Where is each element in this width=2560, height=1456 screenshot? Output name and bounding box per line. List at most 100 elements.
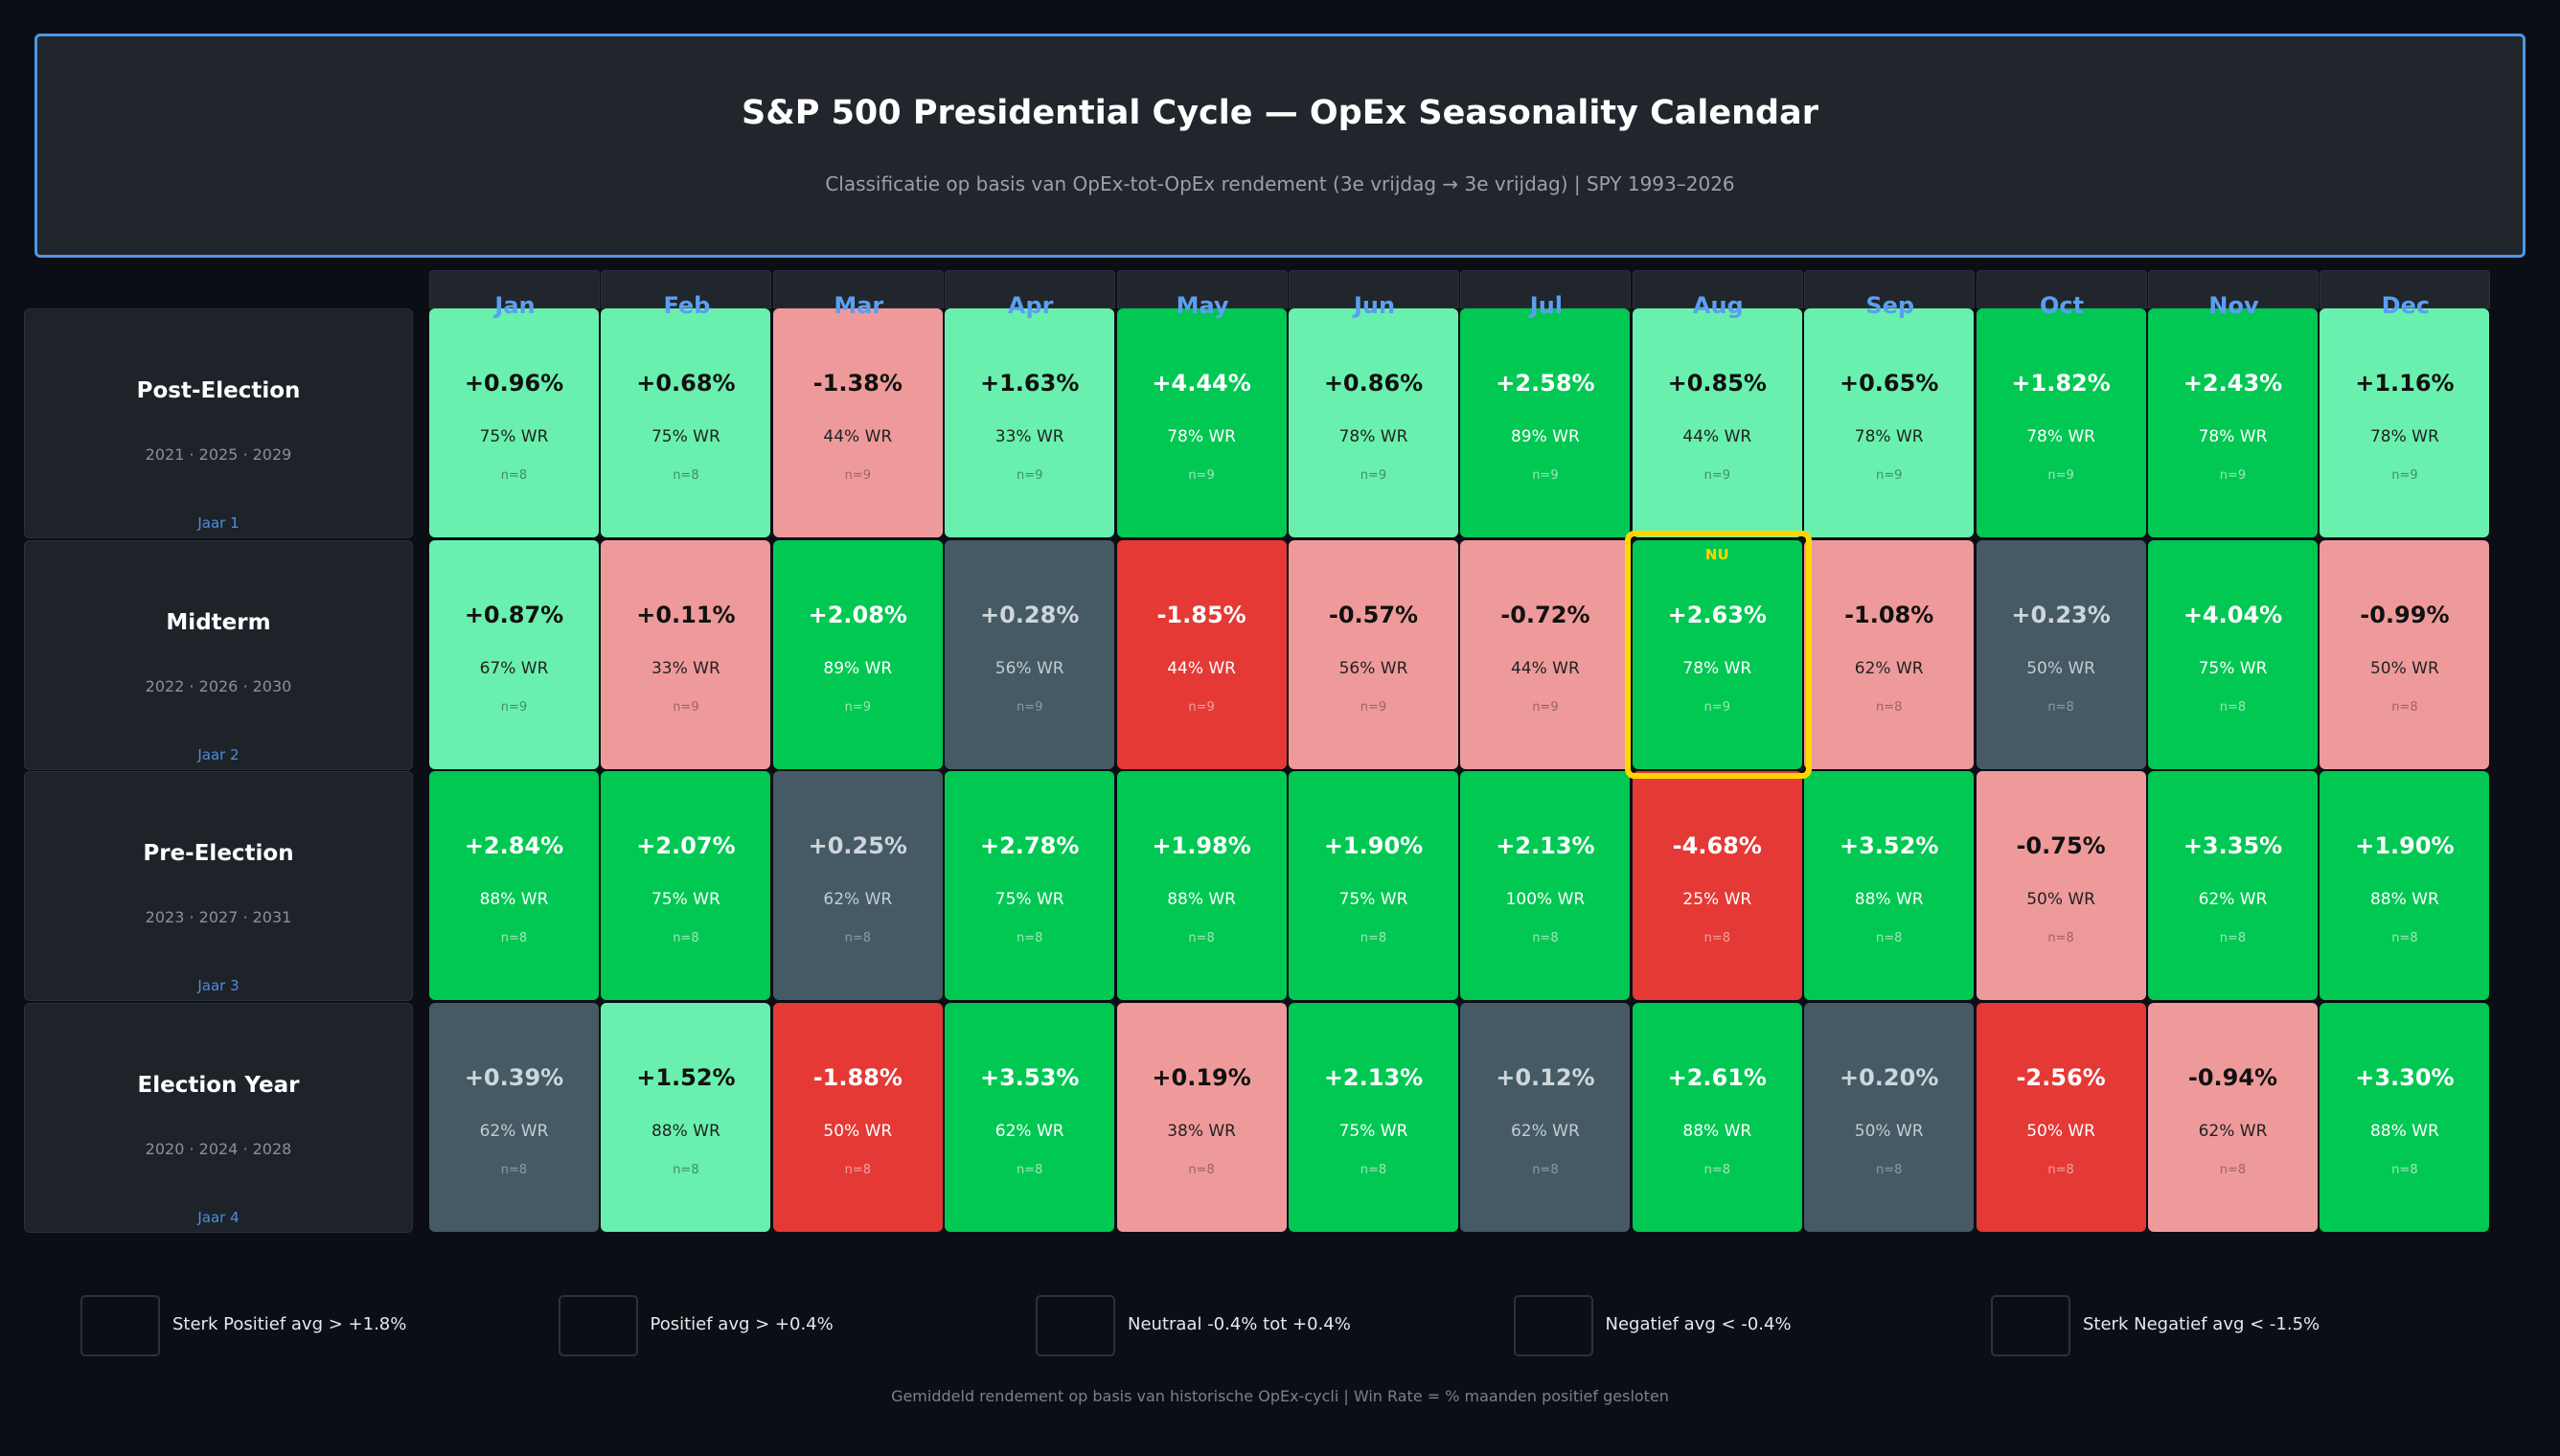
- heatmap-cell: -0.57% 56% WR n=9: [1289, 539, 1458, 769]
- heatmap-cell: +0.11% 33% WR n=9: [601, 539, 771, 769]
- cell-return: -0.72%: [1500, 601, 1590, 628]
- month-label-nov: Nov: [2208, 292, 2259, 319]
- month-label-jul: Jul: [1529, 292, 1564, 319]
- current-month-label: NU: [1704, 545, 1729, 563]
- row-label-3: Pre-Election 2023 · 2027 · 2031 Jaar 3: [24, 771, 413, 1002]
- cell-return: +0.86%: [1323, 370, 1424, 397]
- cell-return: +0.39%: [464, 1064, 564, 1092]
- cell-sample-size: n=8: [1188, 931, 1215, 946]
- cell-sample-size: n=9: [1360, 468, 1387, 483]
- cell-sample-size: n=8: [2391, 1163, 2418, 1178]
- cell-sample-size: n=8: [2047, 931, 2074, 946]
- cell-sample-size: n=9: [500, 699, 528, 715]
- heatmap-cell: +2.43% 78% WR n=9: [2148, 308, 2318, 537]
- cell-win-rate: 50% WR: [823, 1122, 893, 1142]
- month-label-apr: Apr: [1007, 292, 1054, 319]
- heatmap-cell: +2.58% 89% WR n=9: [1460, 308, 1631, 537]
- cell-return: +2.58%: [1496, 370, 1595, 397]
- month-label-dec: Dec: [2381, 292, 2431, 319]
- cell-win-rate: 78% WR: [2026, 427, 2095, 446]
- cell-sample-size: n=8: [1360, 1163, 1387, 1178]
- cell-sample-size: n=8: [500, 468, 528, 483]
- cell-sample-size: n=9: [1703, 699, 1730, 715]
- month-label-oct: Oct: [2040, 292, 2085, 319]
- row-years: 2021 · 2025 · 2029: [145, 445, 292, 464]
- heatmap-cell: +2.07% 75% WR n=8: [601, 771, 771, 1001]
- cell-return: +2.61%: [1667, 1064, 1767, 1092]
- heatmap-cell: +2.13% 100% WR n=8: [1460, 771, 1631, 1001]
- heatmap-cell: +1.90% 88% WR n=8: [2320, 771, 2490, 1001]
- cell-sample-size: n=8: [1703, 931, 1730, 946]
- cell-win-rate: 62% WR: [479, 1122, 549, 1142]
- legend-swatch: [558, 1295, 638, 1356]
- cell-return: -1.38%: [812, 370, 903, 397]
- heatmap-cell: -1.08% 62% WR n=8: [1804, 539, 1975, 769]
- month-header-bg-apr: [945, 270, 1116, 308]
- cell-return: +3.53%: [980, 1064, 1080, 1092]
- month-label-may: May: [1176, 292, 1229, 319]
- legend-swatch: [1513, 1295, 1593, 1356]
- cell-sample-size: n=8: [2047, 699, 2074, 715]
- cell-return: +1.90%: [1323, 832, 1424, 860]
- cell-return: +2.13%: [1496, 832, 1595, 860]
- cell-win-rate: 78% WR: [2198, 427, 2268, 446]
- heatmap-cell: -0.75% 50% WR n=8: [1976, 771, 2146, 1001]
- row-name: Post-Election: [136, 378, 301, 403]
- month-header-bg-nov: [2148, 270, 2319, 308]
- heatmap-cell: +0.23% 50% WR n=8: [1976, 539, 2146, 769]
- cell-win-rate: 44% WR: [823, 427, 893, 446]
- cell-sample-size: n=8: [673, 468, 699, 483]
- cell-return: -0.99%: [2360, 601, 2450, 628]
- cell-return: +2.08%: [808, 601, 907, 628]
- heatmap-cell: +4.44% 78% WR n=9: [1116, 308, 1287, 537]
- month-header-bg-jul: [1460, 270, 1632, 308]
- legend-swatch: [80, 1295, 160, 1356]
- month-header-bg-may: [1116, 270, 1288, 308]
- heatmap-cell: +2.78% 75% WR n=8: [945, 771, 1115, 1001]
- cell-return: +1.82%: [2011, 370, 2111, 397]
- cell-return: +2.78%: [980, 832, 1080, 860]
- cell-win-rate: 88% WR: [1854, 890, 1924, 910]
- legend-label: Negatief avg < -0.4%: [1605, 1314, 1792, 1334]
- cell-return: +0.85%: [1667, 370, 1767, 397]
- month-label-aug: Aug: [1692, 292, 1744, 319]
- cell-sample-size: n=8: [1188, 1163, 1215, 1178]
- cell-sample-size: n=8: [2391, 931, 2418, 946]
- cell-win-rate: 33% WR: [994, 427, 1064, 446]
- month-header-bg-sep: [1804, 270, 1976, 308]
- cell-win-rate: 75% WR: [994, 890, 1064, 910]
- cell-return: +0.20%: [1840, 1064, 1939, 1092]
- cell-win-rate: 88% WR: [1682, 1122, 1752, 1142]
- cell-win-rate: 78% WR: [1682, 658, 1752, 678]
- cell-return: +0.19%: [1152, 1064, 1251, 1092]
- heatmap-cell: -0.72% 44% WR n=9: [1460, 539, 1631, 769]
- cell-sample-size: n=8: [2047, 1163, 2074, 1178]
- heatmap-cell: +0.68% 75% WR n=8: [601, 308, 771, 537]
- row-name: Pre-Election: [143, 841, 294, 867]
- cell-win-rate: 88% WR: [651, 1122, 720, 1142]
- heatmap-cell: +0.87% 67% WR n=9: [429, 539, 599, 769]
- cell-win-rate: 33% WR: [651, 658, 720, 678]
- heatmap-cell: +4.04% 75% WR n=8: [2148, 539, 2318, 769]
- month-header-bg-jan: [429, 270, 600, 308]
- cell-return: +0.28%: [980, 601, 1080, 628]
- cell-sample-size: n=8: [1016, 1163, 1043, 1178]
- heatmap-cell: +0.39% 62% WR n=8: [429, 1003, 599, 1233]
- row-years: 2022 · 2026 · 2030: [145, 676, 292, 695]
- cell-win-rate: 62% WR: [1510, 1122, 1580, 1142]
- heatmap-cell: +0.19% 38% WR n=8: [1116, 1003, 1287, 1233]
- heatmap-cell: -1.85% 44% WR n=9: [1116, 539, 1287, 769]
- cell-sample-size: n=8: [2391, 699, 2418, 715]
- cell-return: +0.11%: [636, 601, 736, 628]
- heatmap-cell: +1.52% 88% WR n=8: [601, 1003, 771, 1233]
- legend-label: Positief avg > +0.4%: [650, 1314, 834, 1334]
- cell-win-rate: 67% WR: [479, 658, 549, 678]
- cell-sample-size: n=8: [673, 1163, 699, 1178]
- cell-win-rate: 44% WR: [1167, 658, 1236, 678]
- cell-sample-size: n=9: [1532, 699, 1559, 715]
- heatmap-cell: +1.63% 33% WR n=9: [945, 308, 1115, 537]
- row-name: Election Year: [137, 1073, 300, 1099]
- cell-win-rate: 75% WR: [651, 427, 720, 446]
- cell-return: -1.88%: [812, 1064, 903, 1092]
- cell-sample-size: n=9: [2219, 468, 2247, 483]
